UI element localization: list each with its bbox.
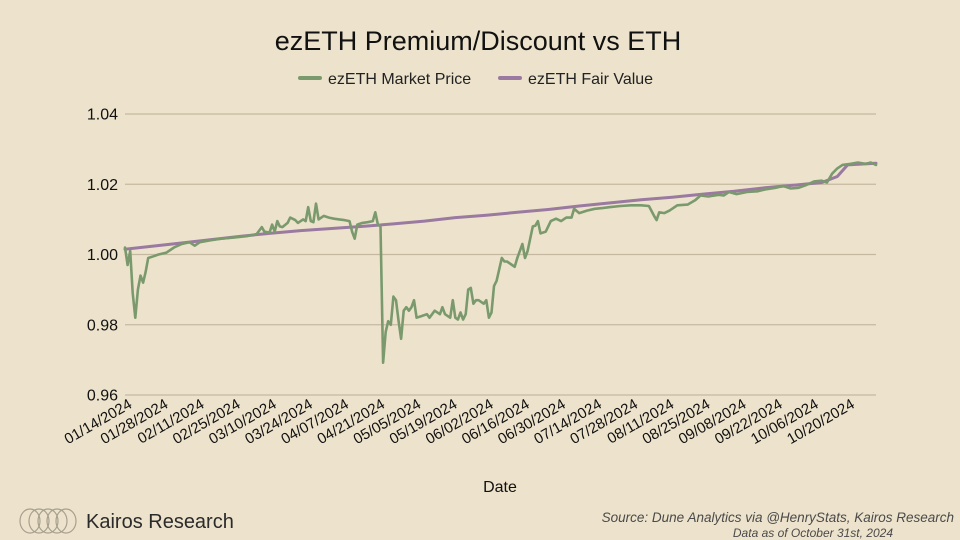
logo-ring-3 <box>37 508 59 534</box>
legend: ezETH Market Price ezETH Fair Value <box>298 71 653 88</box>
y-tick-label: 0.98 <box>87 317 118 334</box>
brand-name: Kairos Research <box>86 511 234 533</box>
data-as-of-note: Data as of October 31st, 2024 <box>733 526 893 540</box>
logo-ring-5 <box>55 508 77 534</box>
source-note: Source: Dune Analytics via @HenryStats, … <box>602 510 954 525</box>
x-axis-label: Date <box>483 479 517 496</box>
y-tick-label: 1.02 <box>87 177 118 194</box>
y-tick-label: 1.04 <box>87 107 118 124</box>
gridlines <box>125 113 876 396</box>
series-lines <box>123 161 878 365</box>
kairos-logo <box>19 508 77 534</box>
logo-ring-4 <box>46 508 68 534</box>
y-tick-label: 1.00 <box>87 247 118 264</box>
chart-title: ezETH Premium/Discount vs ETH <box>275 26 682 56</box>
series-line-market-price <box>123 161 878 365</box>
y-tick-label: 0.96 <box>87 388 118 405</box>
logo-ring-2 <box>28 508 50 534</box>
legend-label-market-price: ezETH Market Price <box>328 71 471 88</box>
legend-label-fair-value: ezETH Fair Value <box>528 71 653 88</box>
logo-ring-1 <box>19 508 41 534</box>
x-axis-ticks: 01/14/202401/28/202402/11/202402/25/2024… <box>61 396 857 448</box>
y-axis-ticks: 0.96 0.98 1.00 1.02 1.04 <box>87 107 118 405</box>
